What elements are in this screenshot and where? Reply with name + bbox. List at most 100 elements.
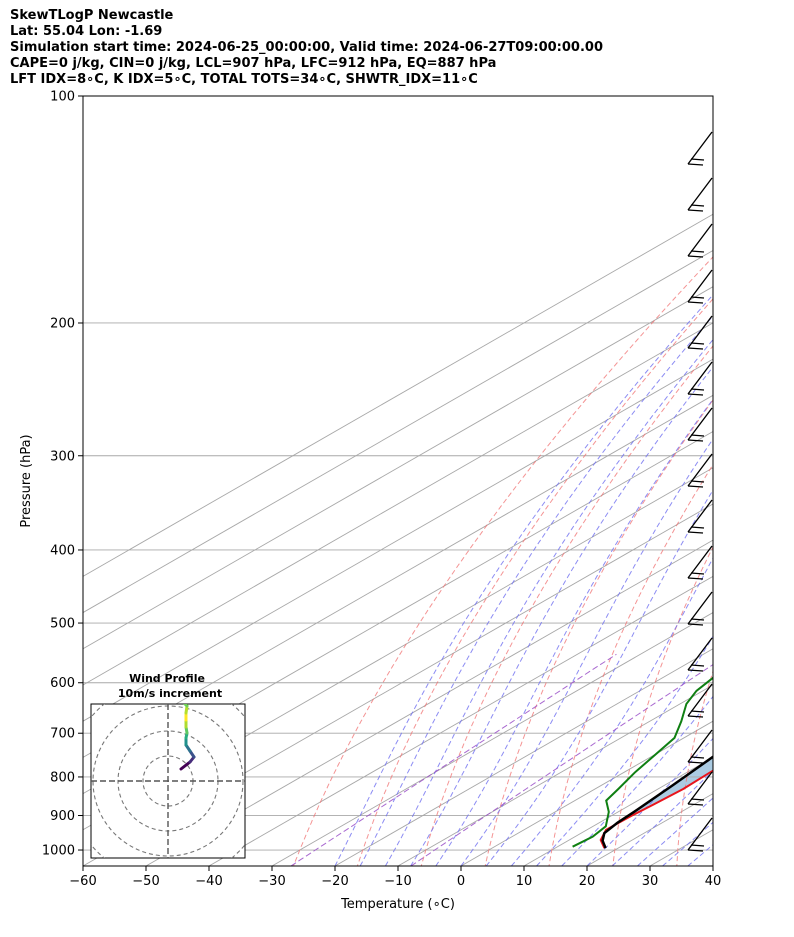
isotherm	[145, 539, 713, 866]
isotherm	[460, 720, 713, 866]
header-indices-1: CAPE=0 j/kg, CIN=0 j/kg, LCL=907 hPa, LF…	[10, 56, 497, 71]
mixing-ratio-line	[290, 653, 617, 866]
hodograph-title: Wind Profile	[129, 672, 205, 685]
wind-barb-flag	[687, 485, 704, 488]
wind-barb-flag	[690, 480, 705, 483]
x-tick-label: −50	[132, 874, 159, 889]
y-axis-label: Pressure (hPa)	[19, 434, 34, 527]
wind-barb-flag	[690, 798, 705, 801]
wind-barb-flag	[687, 849, 704, 852]
cape-shading	[600, 756, 713, 849]
isotherm	[83, 322, 713, 686]
wind-barb-flag	[690, 572, 705, 575]
x-tick-label: 0	[457, 874, 465, 889]
x-tick-label: 40	[705, 874, 722, 889]
x-tick-label: −20	[321, 874, 348, 889]
wind-barb-flag	[690, 434, 705, 437]
wind-barb-flag	[690, 158, 705, 161]
y-tick-label: 600	[50, 676, 75, 691]
wind-barb-flag	[690, 250, 705, 253]
dry-adiabat	[676, 669, 713, 866]
moist-adiabat	[460, 438, 713, 866]
hodograph-body	[91, 704, 245, 858]
moist-adiabat	[561, 695, 713, 866]
moist-adiabat	[637, 797, 713, 866]
wind-barb-flag	[690, 388, 705, 391]
isotherm	[83, 249, 713, 614]
dry-adiabat	[548, 463, 713, 866]
wind-barb-flag	[687, 393, 704, 396]
background-lines	[83, 79, 794, 869]
moist-adiabat	[485, 489, 713, 866]
moist-adiabat	[334, 294, 713, 866]
y-tick-label: 900	[50, 809, 75, 824]
moist-adiabat	[511, 557, 713, 866]
wind-barb-flag	[687, 531, 704, 534]
header-location: Lat: 55.04 Lon: -1.69	[10, 24, 163, 39]
x-tick-label: −30	[258, 874, 285, 889]
x-tick-label: 30	[642, 874, 659, 889]
y-tick-label: 100	[50, 90, 75, 105]
wind-barb-flag	[687, 255, 704, 258]
dry-adiabat	[741, 79, 794, 869]
dry-adiabat	[292, 256, 713, 866]
wind-barb-flag	[690, 664, 705, 667]
dry-adiabat	[612, 545, 713, 866]
hodograph-trace	[179, 760, 192, 771]
moist-adiabat	[687, 844, 713, 866]
x-axis-label: Temperature (∘C)	[340, 897, 455, 912]
y-tick-label: 300	[50, 449, 75, 464]
isotherm	[83, 503, 713, 866]
y-tick-label: 700	[50, 727, 75, 742]
isotherm	[208, 575, 713, 866]
x-tick-label: 20	[579, 874, 596, 889]
wind-barb-flag	[687, 347, 704, 350]
x-tick-label: −10	[384, 874, 411, 889]
moist-adiabat	[359, 315, 713, 866]
wind-barb-flag	[687, 209, 704, 212]
wind-barb-flag	[687, 715, 704, 718]
wind-barb-flag	[690, 526, 705, 529]
moist-adiabat	[536, 635, 713, 866]
isotherm	[397, 684, 713, 866]
wind-barb-flag	[687, 577, 704, 580]
wind-barb-flag	[687, 761, 704, 764]
header-title: SkewTLogP Newcastle	[10, 8, 174, 23]
wind-barbs	[687, 131, 713, 852]
wind-barb-flag	[690, 710, 705, 713]
isotherm	[271, 612, 713, 866]
wind-barb-flag	[690, 204, 705, 207]
y-tick-label: 500	[50, 617, 75, 632]
moist-adiabat	[384, 338, 713, 866]
wind-barb-flag	[690, 756, 705, 759]
hodograph-subtitle: 10m/s increment	[118, 687, 222, 700]
moist-adiabat	[662, 821, 713, 866]
y-tick-label: 1000	[42, 844, 75, 859]
chart-header: SkewTLogP Newcastle Lat: 55.04 Lon: -1.6…	[10, 8, 603, 88]
cape-cin-shading	[600, 756, 713, 849]
moist-adiabat	[586, 737, 713, 866]
wind-barb-flag	[687, 439, 704, 442]
wind-barb-flag	[687, 301, 704, 304]
dewpoint-line	[572, 676, 713, 848]
isotherm	[83, 213, 713, 577]
isotherm	[83, 286, 713, 650]
temperature-line	[599, 769, 713, 849]
x-tick-label: −40	[195, 874, 222, 889]
axes: −60 −50 −40 −30 −20 −10 0 10 20 30 40 1000 900 800 700…	[42, 90, 721, 890]
moist-adiabat	[435, 398, 713, 866]
isotherm	[649, 829, 713, 866]
wind-barb-flag	[687, 669, 704, 672]
header-indices-2: LFT IDX=8∘C, K IDX=5∘C, TOTAL TOTS=34∘C,…	[10, 72, 478, 87]
x-tick-label: −60	[69, 874, 96, 889]
hodograph-trace	[183, 704, 189, 708]
isotherm	[712, 865, 713, 866]
y-tick-label: 200	[50, 316, 75, 331]
mixing-ratio-line	[410, 663, 713, 866]
wind-barb-flag	[687, 803, 704, 806]
wind-barb-flag	[687, 623, 704, 626]
profiles	[572, 676, 713, 849]
x-tick-label: 10	[516, 874, 533, 889]
wind-barb-flag	[690, 618, 705, 621]
